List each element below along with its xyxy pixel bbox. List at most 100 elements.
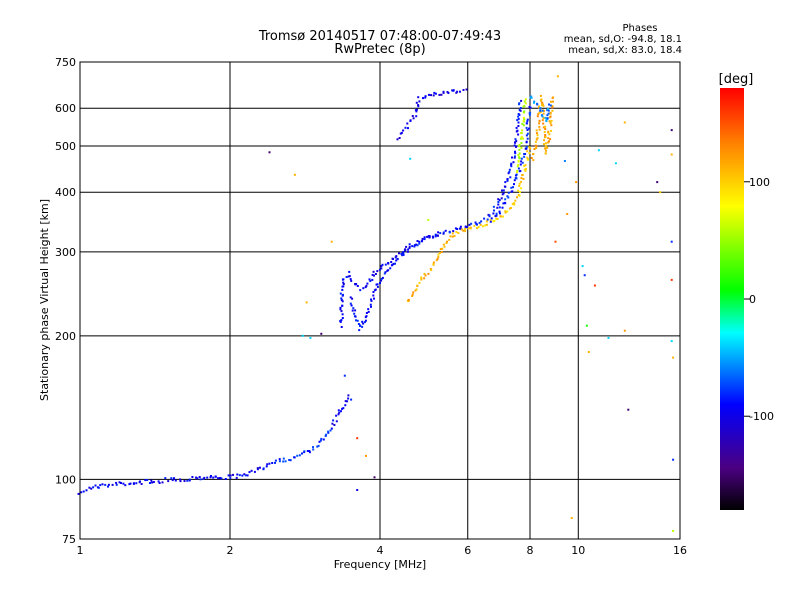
data-point [342,283,345,285]
data-point [423,236,426,239]
data-point [670,129,673,132]
data-point [107,485,109,488]
data-point [581,265,584,268]
data-point [408,245,411,248]
data-point [340,410,342,413]
data-point [369,280,372,282]
data-point [351,297,354,300]
data-point [173,477,175,480]
data-point [464,225,467,228]
data-point [532,153,535,156]
data-point [453,235,456,237]
data-point [520,142,523,144]
data-point [583,274,586,277]
data-point [361,325,364,328]
data-point [349,296,352,299]
data-point [99,484,102,487]
data-point [480,220,483,223]
data-point [253,470,256,473]
data-point [278,460,281,463]
data-point [80,491,83,494]
data-point [214,475,217,478]
data-point [387,269,390,272]
data-point [455,91,458,94]
data-point [296,454,299,457]
data-point [341,285,344,288]
data-point [101,483,104,486]
data-point [514,155,516,158]
data-point [544,147,547,150]
data-point [520,157,523,160]
data-point [550,129,553,132]
data-point [489,220,492,223]
data-point [171,479,174,482]
colorbar-tick-label: 100 [749,176,770,189]
axis-ticks: 1 2 4 6 8 10 16 75 100 200 300 400 500 600 750 [55,56,687,557]
data-point [549,122,552,125]
data-point [659,191,662,194]
data-point [210,475,212,477]
data-point [506,195,509,198]
data-point [521,174,524,177]
data-point [308,450,311,452]
data-point [520,177,523,180]
data-point [312,446,314,449]
data-point [390,261,393,263]
data-point [423,238,426,241]
data-point [525,147,528,150]
data-point [504,210,507,213]
data-point [341,317,344,319]
data-point [452,230,455,233]
data-point [462,229,465,232]
data-point [483,217,486,220]
data-point [434,92,437,95]
data-point [405,245,408,248]
data-point [554,240,557,243]
data-point [370,299,373,302]
data-point [367,310,370,313]
data-point [547,141,550,144]
data-point [518,184,521,187]
data-point [174,479,177,482]
data-point [415,110,418,113]
y-tick-label: 100 [55,473,76,486]
data-point [521,129,524,132]
data-point [289,459,292,462]
data-point [549,112,552,115]
data-point [514,138,517,141]
data-point [407,300,410,303]
data-point [411,115,414,117]
data-point [435,259,438,262]
data-point [518,152,521,155]
data-point [627,408,630,411]
data-point [490,217,493,220]
data-point [164,477,167,480]
data-point [542,109,545,112]
data-point [402,253,405,256]
data-point [342,293,344,296]
data-point [340,299,343,301]
data-point [468,223,471,226]
data-point [464,227,467,230]
data-point [499,215,502,218]
data-point [542,104,545,107]
data-point [526,156,529,159]
data-point [420,276,423,279]
data-point [511,190,514,193]
data-point [350,398,353,401]
data-point [411,293,414,296]
data-point [547,108,550,110]
data-point [433,91,436,94]
data-point [543,131,546,133]
data-point [235,476,238,479]
data-point [364,319,367,322]
data-point [430,94,432,97]
data-point [456,228,459,230]
data-point [301,334,304,337]
data-point [348,275,351,278]
data-point [341,313,344,316]
data-point [607,336,610,339]
data-point [282,460,285,463]
data-point [533,101,535,104]
data-point [157,480,160,483]
